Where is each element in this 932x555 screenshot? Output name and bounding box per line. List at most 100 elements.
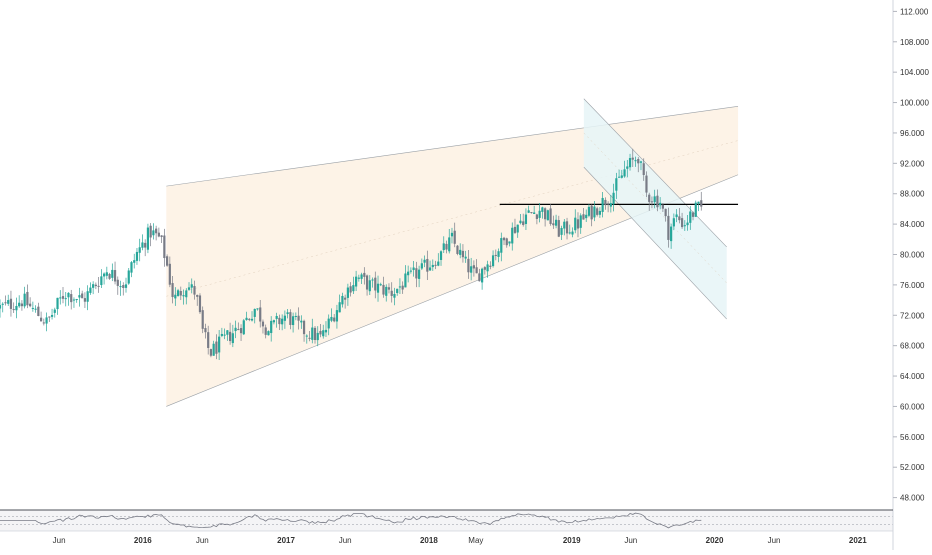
candle-body — [297, 315, 300, 321]
candle-body — [423, 259, 426, 263]
candle-body — [390, 290, 393, 296]
candle-body — [661, 204, 665, 209]
candle-body — [544, 208, 547, 220]
candle-body — [201, 310, 204, 329]
candle-body — [678, 216, 681, 221]
candle-body — [157, 232, 160, 237]
candle-body — [513, 226, 517, 233]
candle-body — [179, 290, 182, 296]
y-tick-label: 60.000 — [900, 402, 925, 411]
candle-body — [387, 287, 391, 290]
candle-body — [333, 317, 336, 322]
candle-body — [83, 298, 87, 302]
y-tick-label: 80.000 — [900, 251, 925, 260]
candle-body — [360, 274, 363, 279]
candle-body — [675, 214, 678, 218]
x-tick-label: 2018 — [420, 536, 438, 545]
candle-body — [565, 221, 569, 234]
candle-body — [546, 210, 549, 221]
candle-body — [648, 194, 651, 202]
candle-body — [302, 320, 306, 335]
candle-body — [248, 318, 251, 320]
candle-body — [607, 203, 610, 205]
candle-body — [45, 317, 48, 324]
candle-body — [242, 320, 245, 335]
candle-body — [330, 316, 333, 321]
candle-body — [500, 238, 503, 253]
candle-body — [431, 264, 434, 268]
y-tick-label: 88.000 — [900, 190, 925, 199]
candle-body — [511, 227, 514, 244]
candle-body — [656, 195, 659, 208]
candle-body — [697, 201, 700, 204]
candle-body — [29, 303, 32, 307]
candle-body — [100, 276, 103, 286]
candle-body — [456, 245, 459, 254]
descending-channel-upper-line[interactable] — [583, 98, 727, 248]
candle-body — [645, 175, 648, 193]
y-tick-label: 92.000 — [900, 159, 925, 168]
candle-body — [59, 297, 62, 299]
candle-body — [92, 284, 95, 288]
candle-body — [207, 332, 210, 348]
candle-body — [7, 300, 10, 304]
candle-body — [672, 218, 675, 227]
candle-body — [557, 220, 560, 237]
x-tick-label: 2020 — [706, 536, 724, 545]
candle-body — [168, 263, 171, 285]
candle-body — [108, 273, 111, 279]
descending-channel-lower-line[interactable] — [583, 166, 727, 320]
candle-body — [176, 290, 180, 296]
candle-body — [212, 343, 215, 356]
candle-body — [102, 273, 106, 277]
candle-body — [497, 251, 500, 257]
candle-body — [541, 207, 544, 212]
candle-body — [472, 265, 475, 269]
candle-body — [478, 273, 481, 282]
candle-body — [505, 238, 508, 246]
candle-body — [294, 315, 297, 317]
candle-body — [335, 310, 339, 322]
candle-body — [144, 242, 147, 248]
candle-body — [37, 306, 40, 317]
candle-body — [412, 267, 415, 271]
candle-body — [637, 159, 640, 164]
candle-body — [382, 284, 385, 295]
candle-body — [418, 269, 421, 279]
candle-body — [552, 223, 555, 226]
candle-body — [639, 161, 643, 163]
candle-body — [404, 273, 407, 288]
candle-body — [105, 272, 108, 276]
candle-body — [530, 212, 533, 214]
x-tick-label: Jun — [768, 536, 781, 545]
candle-body — [286, 312, 289, 314]
candle-body — [48, 316, 51, 318]
ascending-channel-upper-line[interactable] — [166, 106, 739, 187]
candle-body — [415, 268, 418, 279]
candle-body — [459, 249, 462, 255]
candle-body — [133, 260, 136, 263]
candle-body — [119, 286, 122, 288]
candle-body — [563, 221, 566, 229]
candle-body — [538, 210, 541, 218]
drawing-layer[interactable] — [166, 98, 739, 407]
ascending-channel-mid-line[interactable] — [166, 140, 739, 297]
y-tick-label: 108.000 — [900, 38, 929, 47]
candle-body — [464, 256, 467, 259]
descending-channel-fill[interactable] — [583, 98, 727, 320]
candle-body — [308, 337, 311, 339]
candle-body — [261, 321, 265, 327]
ascending-channel-fill[interactable] — [166, 106, 739, 407]
candle-body — [653, 196, 656, 203]
x-tick-label: May — [468, 536, 483, 545]
candle-body — [368, 280, 371, 292]
candle-body — [220, 333, 223, 336]
candle-body — [670, 226, 673, 242]
candle-body — [524, 214, 528, 224]
candle-body — [585, 214, 588, 219]
candle-body — [122, 285, 125, 288]
candle-body — [491, 255, 495, 267]
